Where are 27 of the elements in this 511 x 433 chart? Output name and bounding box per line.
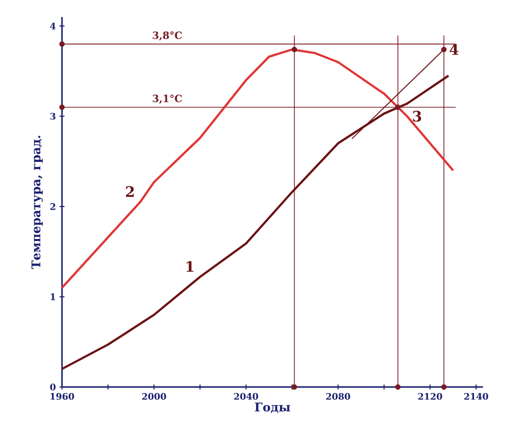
- y-axis-title: Температура, град.: [32, 136, 43, 270]
- annotation: 1: [186, 261, 194, 272]
- point: [292, 46, 298, 52]
- y-tick-label: 3: [50, 112, 56, 120]
- x-tick-label: 2120: [418, 393, 442, 400]
- x-axis-title: Годы: [254, 402, 290, 414]
- annotation: 4: [450, 44, 458, 55]
- point: [292, 384, 298, 390]
- x-tick-label: 2080: [326, 393, 350, 400]
- x-tick-label: 2140: [464, 393, 488, 400]
- point: [441, 46, 447, 52]
- point: [395, 384, 401, 390]
- point: [59, 41, 65, 47]
- x-tick-label: 2000: [142, 393, 166, 400]
- point: [395, 104, 401, 110]
- y-tick-label: 0: [50, 384, 56, 390]
- annotation: 2: [126, 186, 134, 197]
- y-tick-label: 4: [50, 22, 56, 30]
- x-tick-label: 1960: [50, 393, 74, 400]
- y-tick-label: 2: [50, 203, 56, 210]
- point: [59, 104, 65, 110]
- point: [441, 384, 447, 390]
- x-tick-label: 2040: [234, 393, 258, 400]
- ref-line-label: 3,1°C: [152, 94, 182, 104]
- ref-line-label: 3,8°C: [152, 31, 182, 41]
- y-tick-label: 1: [50, 293, 56, 300]
- annotation: 3: [413, 110, 422, 122]
